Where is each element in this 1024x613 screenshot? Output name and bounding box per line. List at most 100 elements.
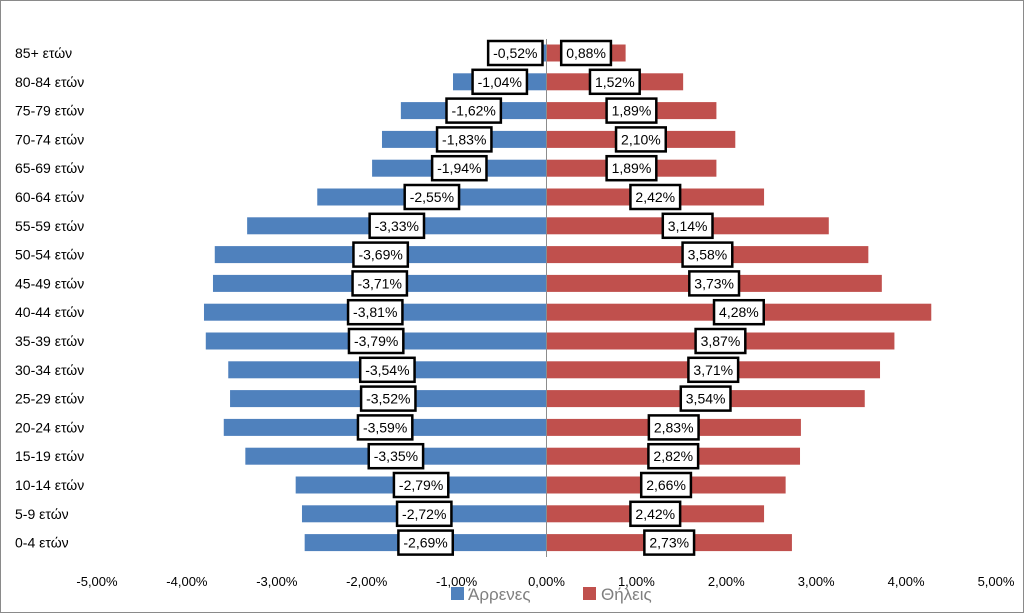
category-label: 45-49 ετών xyxy=(15,275,84,291)
data-label: 3,54% xyxy=(686,391,726,407)
data-label: 2,83% xyxy=(654,419,694,435)
data-label: 1,52% xyxy=(595,74,635,90)
data-label: 2,10% xyxy=(621,131,661,147)
category-label: 15-19 ετών xyxy=(15,448,84,464)
data-label-box xyxy=(346,298,404,326)
data-label-box xyxy=(471,68,529,96)
category-label: 80-84 ετών xyxy=(15,74,84,90)
legend-label-female: Θήλεις xyxy=(601,585,652,604)
data-label-box xyxy=(395,500,453,528)
data-label-box xyxy=(712,298,765,326)
legend-swatch-male xyxy=(451,587,464,600)
data-label-box xyxy=(347,327,405,355)
data-label-box xyxy=(647,442,700,470)
data-label: 0,88% xyxy=(566,45,606,61)
category-label: 55-59 ετών xyxy=(15,218,84,234)
data-label-box xyxy=(605,154,658,182)
legend-label-male: Άρρενες xyxy=(468,585,531,604)
data-label-box xyxy=(430,154,488,182)
data-label: -3,71% xyxy=(358,275,402,291)
data-label: 2,73% xyxy=(649,535,689,551)
category-label: 85+ ετών xyxy=(15,45,72,61)
data-label: 1,89% xyxy=(612,160,652,176)
category-label: 60-64 ετών xyxy=(15,189,84,205)
data-label: 2,82% xyxy=(653,448,693,464)
x-tick-label: -4,00% xyxy=(166,574,208,589)
data-label-box xyxy=(681,241,734,268)
data-label: 2,42% xyxy=(635,189,675,205)
data-label-box xyxy=(643,529,696,556)
data-label: -0,52% xyxy=(493,45,537,61)
data-label: -2,69% xyxy=(403,535,447,551)
data-label: -3,59% xyxy=(363,419,407,435)
data-label: -3,69% xyxy=(358,247,402,263)
data-label: -2,72% xyxy=(402,506,446,522)
data-label-box xyxy=(359,385,417,412)
legend-swatch-female xyxy=(583,587,596,600)
data-label-box xyxy=(694,327,747,355)
data-label: -1,94% xyxy=(437,160,481,176)
data-label-box xyxy=(605,97,658,124)
category-label: 0-4 ετών xyxy=(15,535,69,551)
data-label: -3,54% xyxy=(365,362,409,378)
data-label: 1,89% xyxy=(612,103,652,119)
x-tick-label: 4,00% xyxy=(888,574,925,589)
data-label-box xyxy=(368,212,426,240)
x-tick-label: -1,00% xyxy=(436,574,478,589)
data-label-box xyxy=(356,414,414,441)
data-label: -3,52% xyxy=(366,391,410,407)
data-label: 3,87% xyxy=(701,333,741,349)
category-label: 40-44 ετών xyxy=(15,304,84,320)
data-label: -1,62% xyxy=(452,103,496,119)
category-label: 20-24 ετών xyxy=(15,419,84,435)
category-label: 70-74 ετών xyxy=(15,131,84,147)
data-label-box xyxy=(588,68,641,96)
data-label: -2,55% xyxy=(410,189,454,205)
data-label-box xyxy=(486,39,544,67)
category-label: 35-39 ετών xyxy=(15,333,84,349)
data-label: -3,35% xyxy=(374,448,418,464)
data-label-box xyxy=(403,183,461,211)
data-label: -3,33% xyxy=(375,218,419,234)
data-label-box xyxy=(397,529,455,556)
data-label-box xyxy=(352,241,410,268)
x-tick-label: 0,00% xyxy=(528,574,565,589)
data-label: 2,42% xyxy=(635,506,675,522)
data-label-box xyxy=(559,39,613,67)
x-tick-label: 2,00% xyxy=(708,574,745,589)
data-label: 4,28% xyxy=(719,304,759,320)
data-label-box xyxy=(688,270,741,297)
x-tick-label: 1,00% xyxy=(618,574,655,589)
category-label: 5-9 ετών xyxy=(15,506,69,522)
data-label: 3,58% xyxy=(688,247,728,263)
data-label: 3,14% xyxy=(668,218,708,234)
category-label: 25-29 ετών xyxy=(15,391,84,407)
data-label-box xyxy=(647,414,700,441)
data-label-box xyxy=(445,97,503,124)
x-tick-label: -3,00% xyxy=(256,574,298,589)
x-tick-label: 5,00% xyxy=(978,574,1015,589)
category-label: 65-69 ετών xyxy=(15,160,84,176)
data-label-box xyxy=(687,356,740,384)
data-label-box xyxy=(358,356,416,384)
data-label: 3,71% xyxy=(693,362,733,378)
data-label-box xyxy=(661,212,714,240)
category-label: 50-54 ετών xyxy=(15,247,84,263)
category-label: 30-34 ετών xyxy=(15,362,84,378)
data-label: -3,79% xyxy=(354,333,398,349)
data-label-box xyxy=(367,442,425,470)
data-label: 2,66% xyxy=(646,477,686,493)
data-label: -3,81% xyxy=(353,304,397,320)
data-label-box xyxy=(435,126,493,153)
data-label: -1,04% xyxy=(478,74,522,90)
data-label-box xyxy=(351,270,409,297)
data-label: 3,73% xyxy=(694,275,734,291)
x-tick-label: -2,00% xyxy=(346,574,388,589)
x-tick-label: 3,00% xyxy=(798,574,835,589)
x-tick-label: -5,00% xyxy=(76,574,118,589)
data-label-box xyxy=(629,183,682,211)
data-label-box xyxy=(639,471,693,499)
data-label-box xyxy=(679,385,732,412)
